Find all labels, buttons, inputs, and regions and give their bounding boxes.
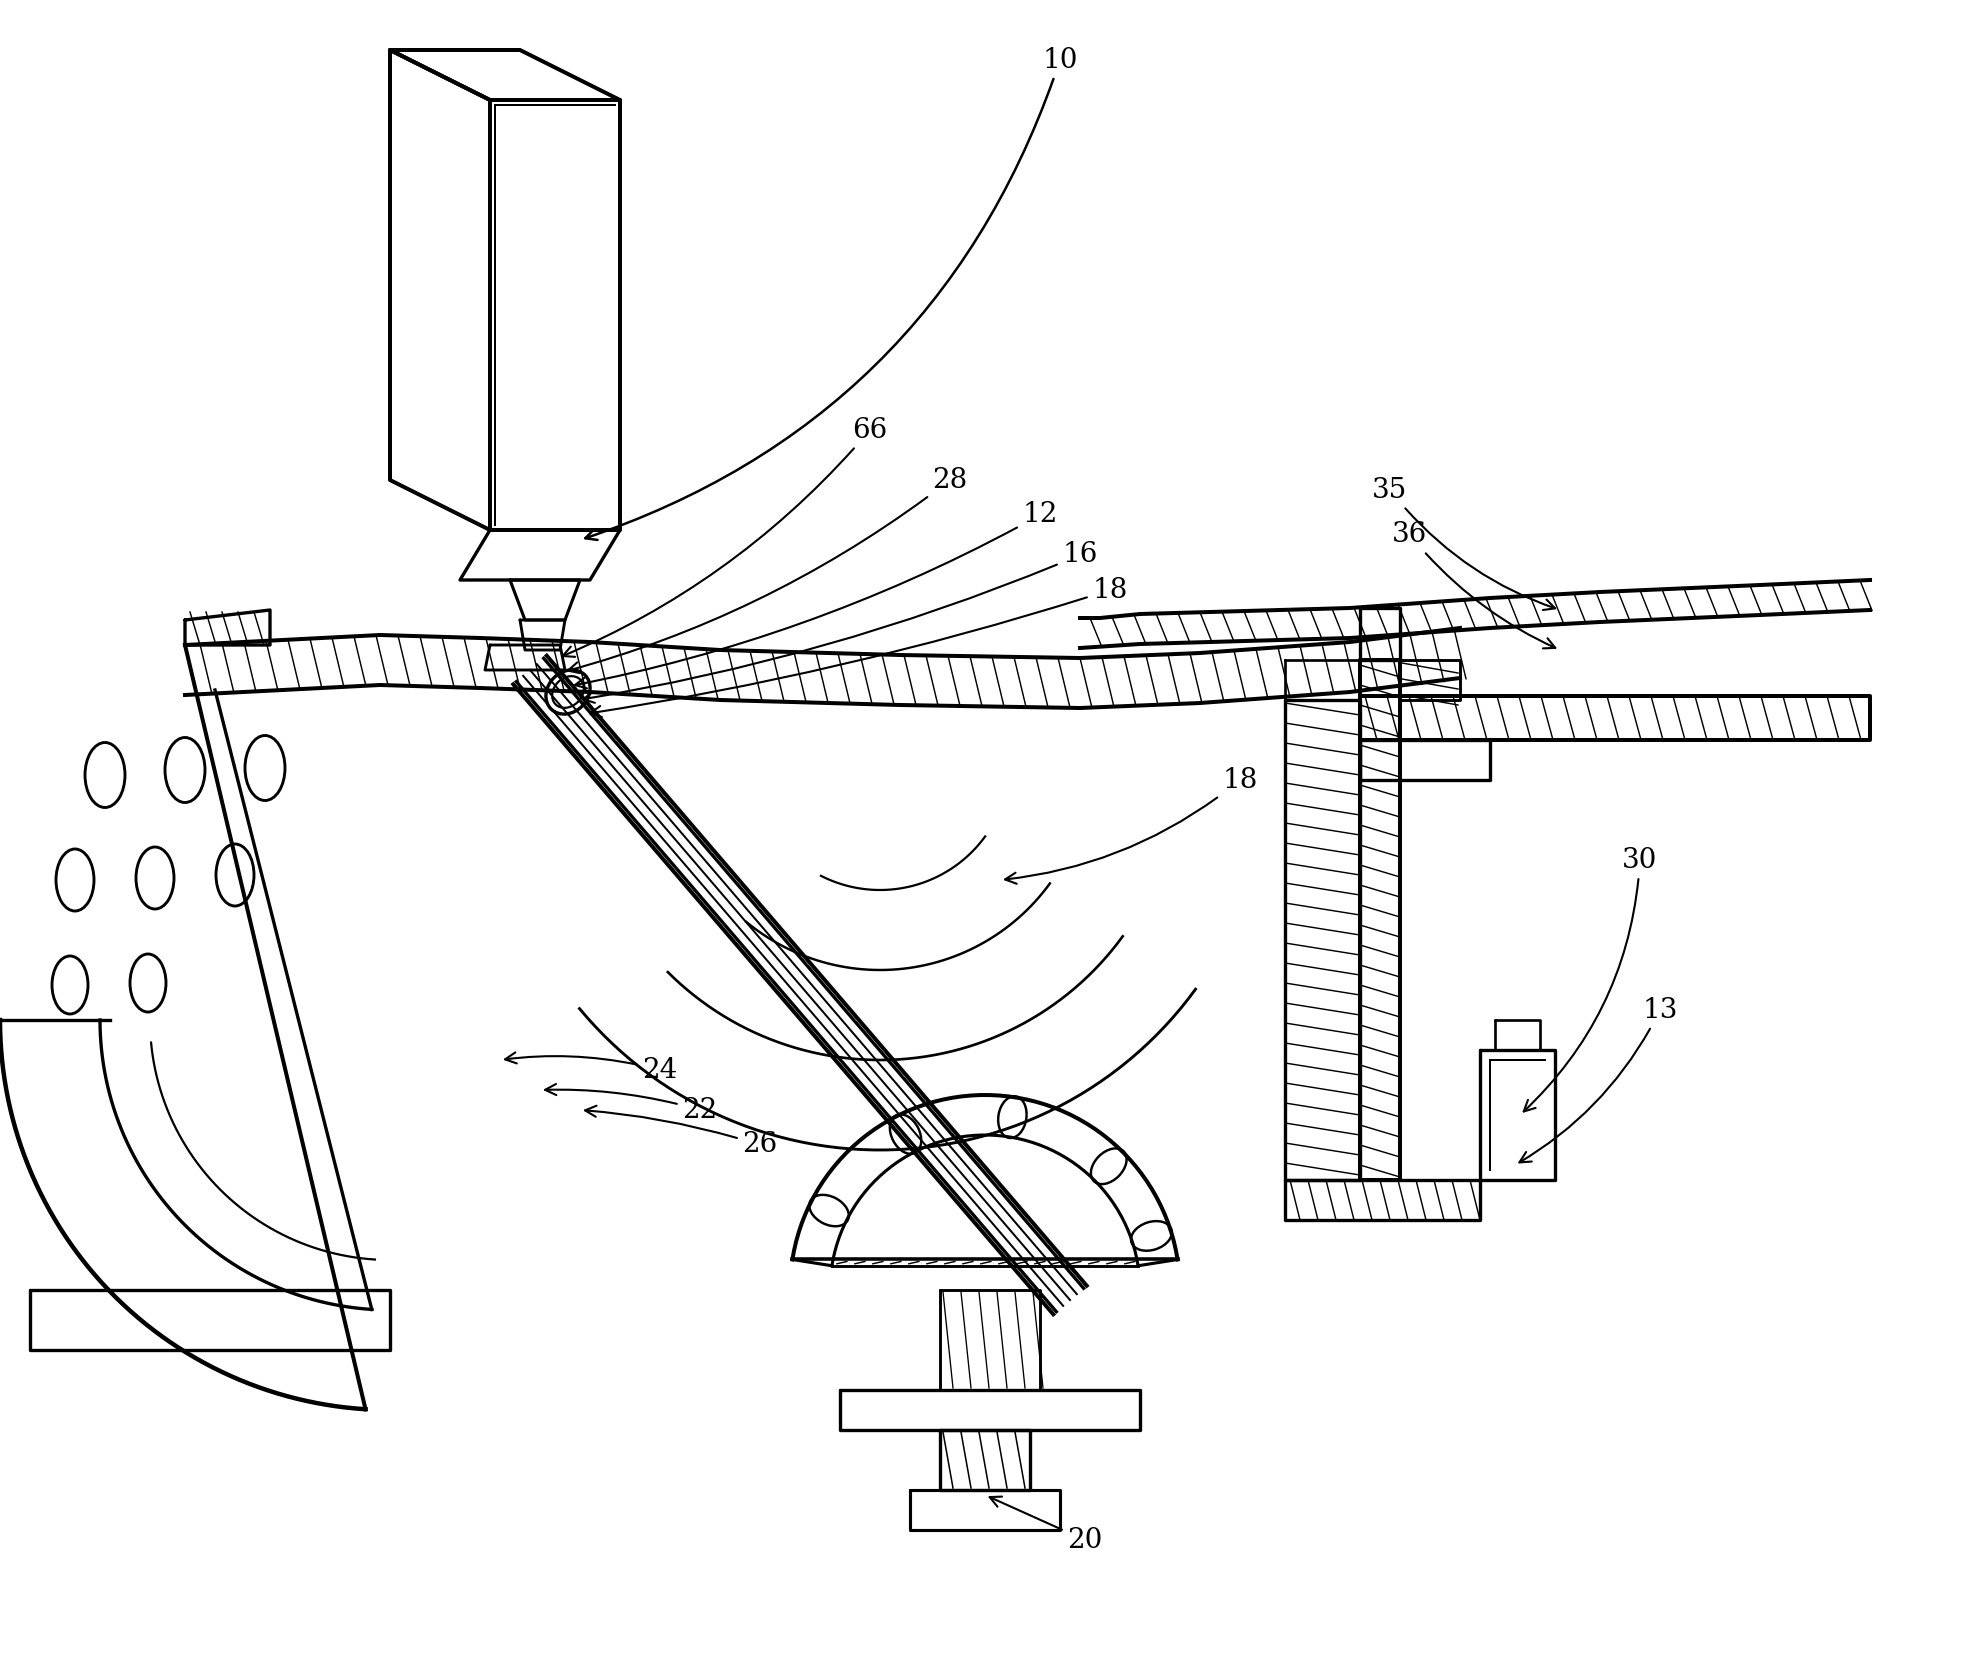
Text: 22: 22 bbox=[546, 1084, 718, 1123]
Text: 24: 24 bbox=[504, 1053, 678, 1083]
Text: 35: 35 bbox=[1373, 476, 1555, 610]
Text: 10: 10 bbox=[585, 47, 1078, 540]
Text: 13: 13 bbox=[1519, 996, 1677, 1163]
Text: 28: 28 bbox=[568, 466, 967, 673]
Text: 26: 26 bbox=[585, 1106, 777, 1158]
Text: 66: 66 bbox=[562, 416, 888, 657]
Text: 20: 20 bbox=[989, 1497, 1102, 1554]
Text: 18: 18 bbox=[589, 576, 1127, 717]
Text: 16: 16 bbox=[584, 541, 1098, 703]
Text: 30: 30 bbox=[1523, 847, 1658, 1111]
Text: 18: 18 bbox=[1005, 767, 1258, 884]
Text: 36: 36 bbox=[1393, 521, 1555, 648]
Text: 12: 12 bbox=[576, 501, 1058, 688]
